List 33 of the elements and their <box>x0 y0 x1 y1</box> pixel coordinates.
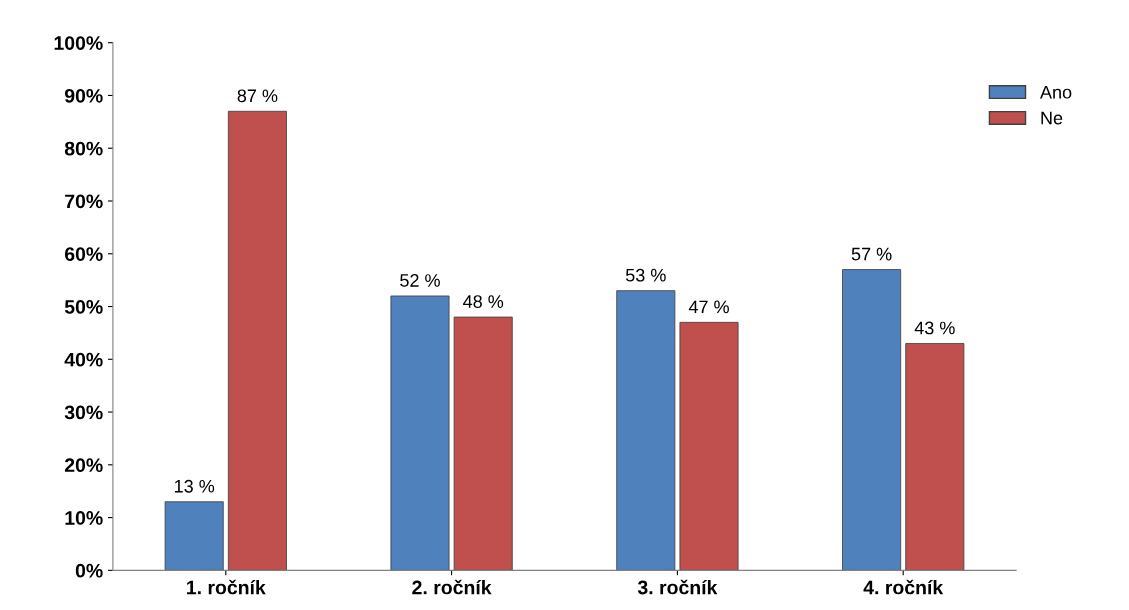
y-tick-label: 90% <box>64 88 103 103</box>
y-tick-label: 100% <box>54 36 103 50</box>
data-label: 43 % <box>914 321 955 335</box>
y-tick-label: 40% <box>64 352 103 367</box>
x-tick-label: 1. ročník <box>187 579 266 595</box>
bar <box>616 290 676 571</box>
data-label: 87 % <box>237 89 278 103</box>
data-label: 52 % <box>400 274 440 287</box>
y-tick-label: 80% <box>64 141 103 156</box>
data-label: 53 % <box>625 268 666 282</box>
y-tick-label: 30% <box>64 405 103 420</box>
bar <box>164 501 224 571</box>
data-label: 13 % <box>174 479 215 493</box>
x-tick-label: 4. ročník <box>863 579 944 595</box>
bar <box>227 110 287 571</box>
x-tick-label: 3. ročník <box>637 579 718 595</box>
x-tick-label: 2. ročník <box>412 579 492 595</box>
bar <box>679 321 739 571</box>
y-tick-label: 10% <box>65 511 103 525</box>
bar <box>453 316 513 571</box>
y-tick-label: 70% <box>65 194 103 209</box>
data-label: 47 % <box>688 300 729 314</box>
bar <box>905 343 965 571</box>
y-tick-label: 20% <box>64 458 103 473</box>
legend-label: Ne <box>1041 111 1063 125</box>
y-tick-label: 0% <box>75 563 103 578</box>
bar <box>842 269 902 571</box>
bar <box>390 295 450 571</box>
data-label: 57 % <box>851 247 892 261</box>
y-tick-label: 60% <box>64 247 103 261</box>
legend-label: Ano <box>1040 86 1072 99</box>
y-tick-label: 50% <box>64 299 103 314</box>
data-label: 48 % <box>463 295 504 308</box>
